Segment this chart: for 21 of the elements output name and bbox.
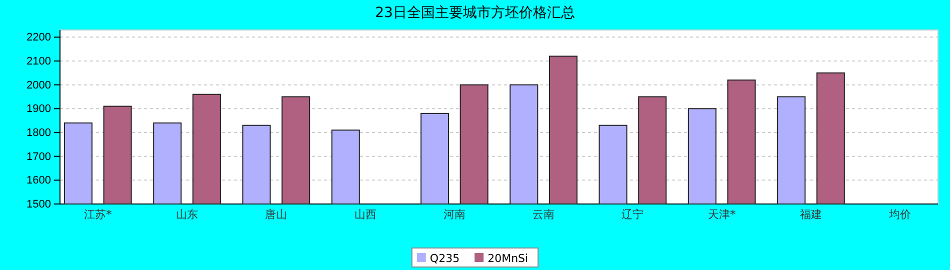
y-tick-label: 1800: [26, 127, 51, 140]
y-tick-label: 1900: [26, 103, 51, 116]
legend-label: Q235: [430, 252, 460, 265]
x-tick-label: 江苏*: [84, 208, 112, 221]
x-tick-label: 辽宁: [622, 208, 644, 221]
x-tick-label: 河南: [443, 208, 466, 221]
y-tick-label: 2000: [26, 79, 51, 92]
x-tick-label: 山西: [354, 208, 376, 221]
x-tick-label: 云南: [532, 208, 555, 221]
x-tick-label: 唐山: [265, 208, 288, 221]
y-tick-label: 1700: [26, 150, 51, 163]
x-tick-label: 天津*: [708, 208, 736, 221]
x-tick-label: 福建: [800, 208, 822, 221]
legend-label: 20MnSi: [488, 252, 528, 265]
x-tick-label: 均价: [888, 208, 912, 221]
x-tick-label: 山东: [176, 208, 198, 221]
chart-title: 23日全国主要城市方坯价格汇总: [375, 5, 575, 21]
y-tick-label: 1500: [26, 198, 51, 211]
y-tick-label: 1600: [26, 174, 51, 187]
y-tick-label: 2100: [26, 56, 51, 68]
y-tick-label: 2200: [26, 32, 51, 44]
